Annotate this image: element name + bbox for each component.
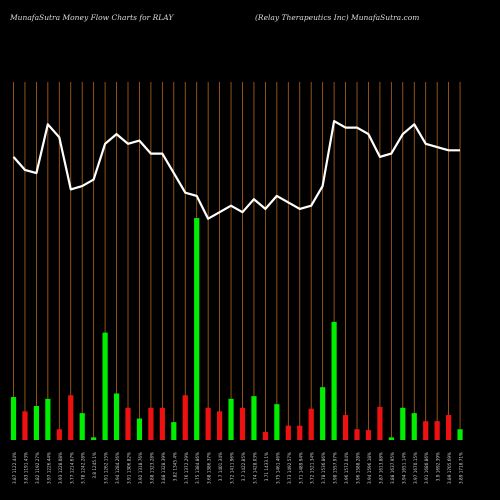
flow-bar	[240, 408, 245, 440]
x-tick-label: 3.7 1422.85%	[241, 452, 246, 481]
x-tick-label: 3.82 1192.27%	[35, 452, 40, 484]
x-tick-label: 3.96 1572.04%	[344, 452, 349, 484]
flow-bar	[332, 322, 337, 440]
x-tick-label: 3.71 1433.1%	[264, 452, 269, 481]
flow-bar	[68, 395, 73, 440]
x-tick-label: 3.74 1428.03%	[252, 452, 257, 484]
x-tick-label: 3.75 1461.46%	[275, 452, 280, 484]
x-tick-label: 3.9 1692.39%	[436, 452, 441, 481]
flow-bar	[171, 422, 176, 440]
x-tick-label: 3.88 1328.39%	[161, 452, 166, 484]
x-tick-label: 3.98 1557.97%	[333, 452, 338, 484]
x-tick-label: 3.78 1536.86%	[321, 452, 326, 484]
flow-bar	[217, 411, 222, 440]
flow-bar	[103, 333, 108, 440]
flow-bar	[457, 429, 462, 440]
flow-bar	[366, 430, 371, 440]
flow-bar	[423, 421, 428, 440]
x-tick-label: 3.83 1191.43%	[23, 452, 28, 484]
x-tick-label: 3.75 1384.86%	[195, 452, 200, 484]
x-tick-label: 3.94 1284.26%	[115, 452, 120, 484]
flow-bar	[194, 218, 199, 440]
x-tick-label: 3.92 1318.76%	[138, 452, 143, 484]
flow-bar	[400, 408, 405, 440]
x-tick-label: 3.87 1122.44%	[12, 452, 17, 484]
x-tick-label: 3.88 1637.95%	[390, 452, 395, 484]
flow-bar	[309, 409, 314, 440]
x-tick-label: 3.78 1242.28%	[81, 452, 86, 484]
flow-bar	[34, 406, 39, 440]
flow-bar	[125, 408, 130, 440]
flow-bar	[80, 413, 85, 440]
x-tick-label: 3.72 1521.34%	[310, 452, 315, 484]
x-tick-label: 3.93 1228.08%	[58, 452, 63, 484]
flow-bar	[160, 408, 165, 440]
x-tick-label: 3.77 1214.67%	[69, 452, 74, 484]
flow-bar	[274, 404, 279, 440]
x-tick-label: 3.7 1401.34%	[218, 452, 223, 481]
x-tick-label: 3.71 1489.94%	[298, 452, 303, 484]
x-tick-label: 3.68 1386.37%	[207, 452, 212, 484]
flow-bar	[183, 395, 188, 440]
flow-bar	[435, 421, 440, 440]
price-line	[14, 121, 461, 219]
flow-bar	[228, 399, 233, 440]
x-tick-label: 3.89 1718.71%	[459, 452, 464, 484]
x-tick-label: 3.91 1306.82%	[127, 452, 132, 484]
flow-bar	[114, 393, 119, 440]
flow-bar	[297, 426, 302, 440]
x-tick-label: 3.94 1596.18%	[367, 452, 372, 484]
x-tick-label: 3.97 1670.15%	[413, 452, 418, 484]
flow-bar	[286, 426, 291, 440]
x-tick-label: 3.72 1411.96%	[230, 452, 235, 484]
x-tick-label: 3.91 1262.15%	[104, 452, 109, 484]
x-tick-label: 3.96 1588.28%	[356, 452, 361, 484]
x-tick-label: 3.89 1705.69%	[447, 452, 452, 484]
flow-bar	[389, 437, 394, 440]
flow-bar	[377, 407, 382, 440]
x-tick-label: 3.88 1323.28%	[149, 452, 154, 484]
flow-bar	[343, 415, 348, 440]
flow-bar	[11, 397, 16, 440]
x-tick-label: 3.97 1226.44%	[46, 452, 51, 484]
flow-bar	[22, 411, 27, 440]
flow-bar	[57, 429, 62, 440]
x-tick-label: 3.94 1651.14%	[401, 452, 406, 484]
flow-bar	[91, 437, 96, 440]
flow-bar	[137, 419, 142, 440]
x-tick-label: 3.76 1372.29%	[184, 452, 189, 484]
x-tick-label: 3.91 1680.86%	[424, 452, 429, 484]
x-tick-label: 3.87 1613.88%	[378, 452, 383, 484]
flow-bar	[206, 408, 211, 440]
flow-bar	[148, 408, 153, 440]
x-tick-label: 3.73 1492.57%	[287, 452, 292, 484]
x-tick-label: 3.82 1345.4%	[172, 452, 177, 481]
x-tick-label: 3.8 1245.1%	[92, 452, 97, 479]
flow-bar	[45, 399, 50, 440]
flow-bar	[251, 396, 256, 440]
flow-bar	[446, 415, 451, 440]
flow-bar	[320, 387, 325, 440]
flow-bar	[263, 432, 268, 440]
flow-bar	[412, 413, 417, 440]
flow-bar	[354, 429, 359, 440]
